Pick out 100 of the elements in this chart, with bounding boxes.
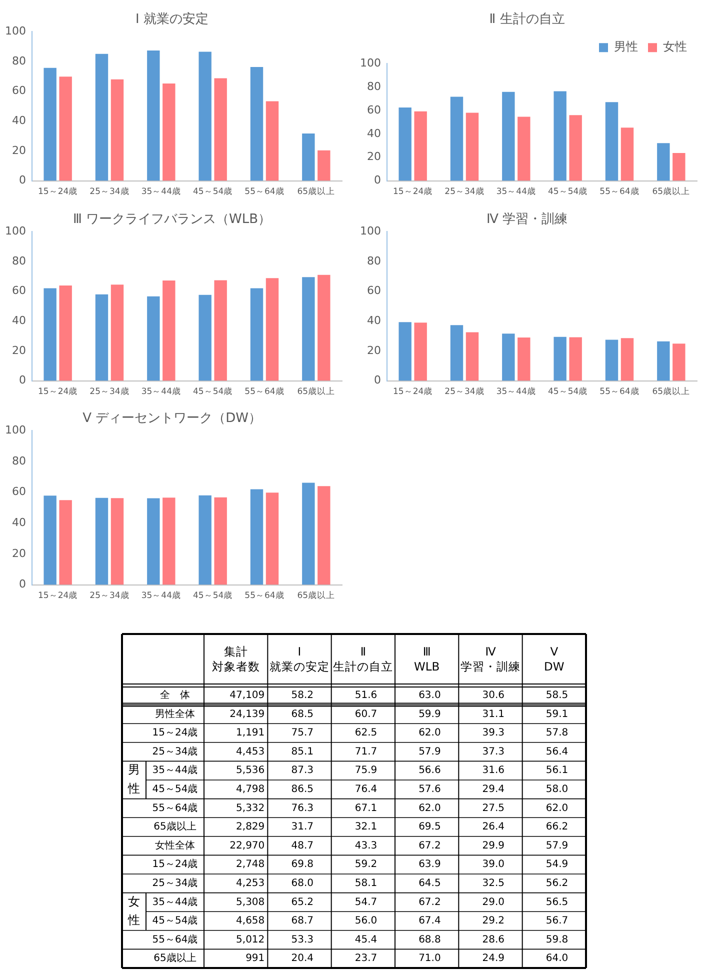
y-tick-label: 65歳以上 (154, 952, 196, 964)
bar (44, 68, 56, 181)
x-tick-label: Ⅰ 就業の安定 (270, 644, 330, 674)
x-tick-label: 45～54歳 (548, 386, 588, 398)
data-label: 57.6 (418, 784, 441, 795)
data-label: 31.7 (291, 822, 314, 833)
bar (518, 116, 530, 181)
data-label: 56.1 (546, 765, 568, 776)
bar (605, 102, 618, 181)
y-tick-label: 男性全体 (155, 708, 195, 720)
y-tick-label: 80 (12, 254, 26, 268)
data-label: 86.5 (291, 784, 314, 795)
bar (95, 294, 108, 381)
data-label: 47,109 (230, 690, 265, 701)
bar (605, 340, 618, 381)
data-label: 54.7 (354, 896, 378, 908)
bar (318, 486, 330, 585)
bar (147, 498, 160, 585)
data-label: 4,253 (236, 878, 265, 889)
x-tick-label: 15～24歳 (393, 386, 433, 398)
y-tick-label: 60 (366, 284, 381, 298)
bar (59, 76, 72, 181)
data-label: 4,658 (236, 916, 265, 927)
data-label: 1,191 (236, 728, 265, 739)
y-tick-label: 60 (12, 284, 26, 298)
data-label: 24.9 (482, 953, 504, 964)
y-tick-label: 全 体 (160, 688, 190, 701)
data-label: 43.3 (354, 840, 378, 852)
x-tick-label: 15～24歳 (393, 186, 433, 198)
data-label: 31.1 (482, 708, 504, 720)
x-tick-label: 45～54歳 (548, 186, 588, 198)
y-tick-label: 100 (4, 24, 26, 38)
data-label: 51.6 (354, 690, 378, 701)
bar (318, 150, 330, 181)
y-tick-label: 60 (12, 485, 26, 498)
x-tick-label: 集計対象者数 (212, 644, 260, 674)
bar (95, 54, 108, 181)
data-label: 2,829 (236, 822, 265, 833)
data-label: 4,798 (236, 784, 265, 795)
bar (569, 337, 582, 381)
y-tick-label: 40 (366, 314, 381, 327)
data-label: 29.0 (482, 896, 504, 908)
y-tick-label: 100 (4, 423, 26, 436)
x-tick-label: 45～54歳 (193, 590, 233, 602)
y-tick-label: 25～34歳 (152, 876, 198, 889)
data-label: 32.1 (354, 822, 378, 833)
data-label: 85.1 (291, 746, 314, 758)
y-tick-label: 20 (12, 546, 26, 560)
x-tick-label: 65歳以上 (652, 186, 690, 198)
bar (569, 115, 582, 181)
data-label: 5,536 (236, 765, 265, 776)
data-label: 2,748 (236, 859, 265, 870)
x-tick-label: Ⅴ DW (544, 644, 564, 674)
bar (198, 52, 212, 181)
bar (414, 322, 427, 381)
bar (214, 497, 227, 585)
chart-title: Ⅴ ディーセントワーク（DW） (82, 411, 262, 426)
data-label: 28.6 (482, 934, 504, 946)
y-tick-label: 40 (366, 126, 381, 140)
bar (450, 96, 464, 181)
chart-title: Ⅱ 生計の自立 (489, 11, 565, 28)
bar (95, 498, 108, 585)
legend-label: 男性 (614, 40, 638, 54)
bar (318, 274, 330, 381)
data-label: 27.5 (482, 802, 504, 814)
y-tick-label: 女性全体 (155, 839, 195, 852)
data-label: 69.8 (291, 859, 314, 870)
bar (518, 338, 530, 381)
bar (147, 50, 160, 181)
bar (250, 489, 264, 585)
data-label: 57.9 (418, 746, 441, 758)
data-label: 68.5 (291, 708, 314, 720)
data-label: 69.5 (418, 822, 441, 833)
bar (250, 288, 264, 381)
bar (59, 285, 72, 381)
data-label: 87.3 (291, 765, 314, 776)
data-label: 54.9 (546, 859, 568, 870)
y-tick-label: 80 (12, 454, 26, 468)
data-label: 76.3 (291, 802, 314, 814)
y2-tick-label: 女性 (127, 894, 140, 928)
x-tick-label: 35～44歳 (496, 386, 536, 398)
y-tick-label: 25～34歳 (152, 745, 198, 758)
bar (214, 280, 227, 381)
bar (266, 101, 279, 181)
x-tick-label: 65歳以上 (297, 186, 336, 198)
x-tick-label: 45～54歳 (193, 186, 233, 198)
bar (302, 277, 315, 381)
x-tick-label: 65歳以上 (297, 386, 336, 398)
data-label: 68.7 (291, 916, 314, 927)
x-tick-label: 65歳以上 (297, 590, 336, 602)
bar (44, 288, 56, 381)
x-tick-label: 25～34歳 (90, 186, 130, 198)
data-label: 20.4 (291, 953, 314, 964)
bar (620, 128, 634, 181)
y-tick-label: 40 (12, 516, 26, 529)
data-label: 5,012 (236, 934, 265, 946)
data-label: 63.9 (418, 859, 441, 870)
y-tick-label: 35～44歳 (152, 896, 198, 908)
data-label: 67.1 (354, 802, 378, 814)
y2-tick-label: 男性 (127, 762, 140, 796)
